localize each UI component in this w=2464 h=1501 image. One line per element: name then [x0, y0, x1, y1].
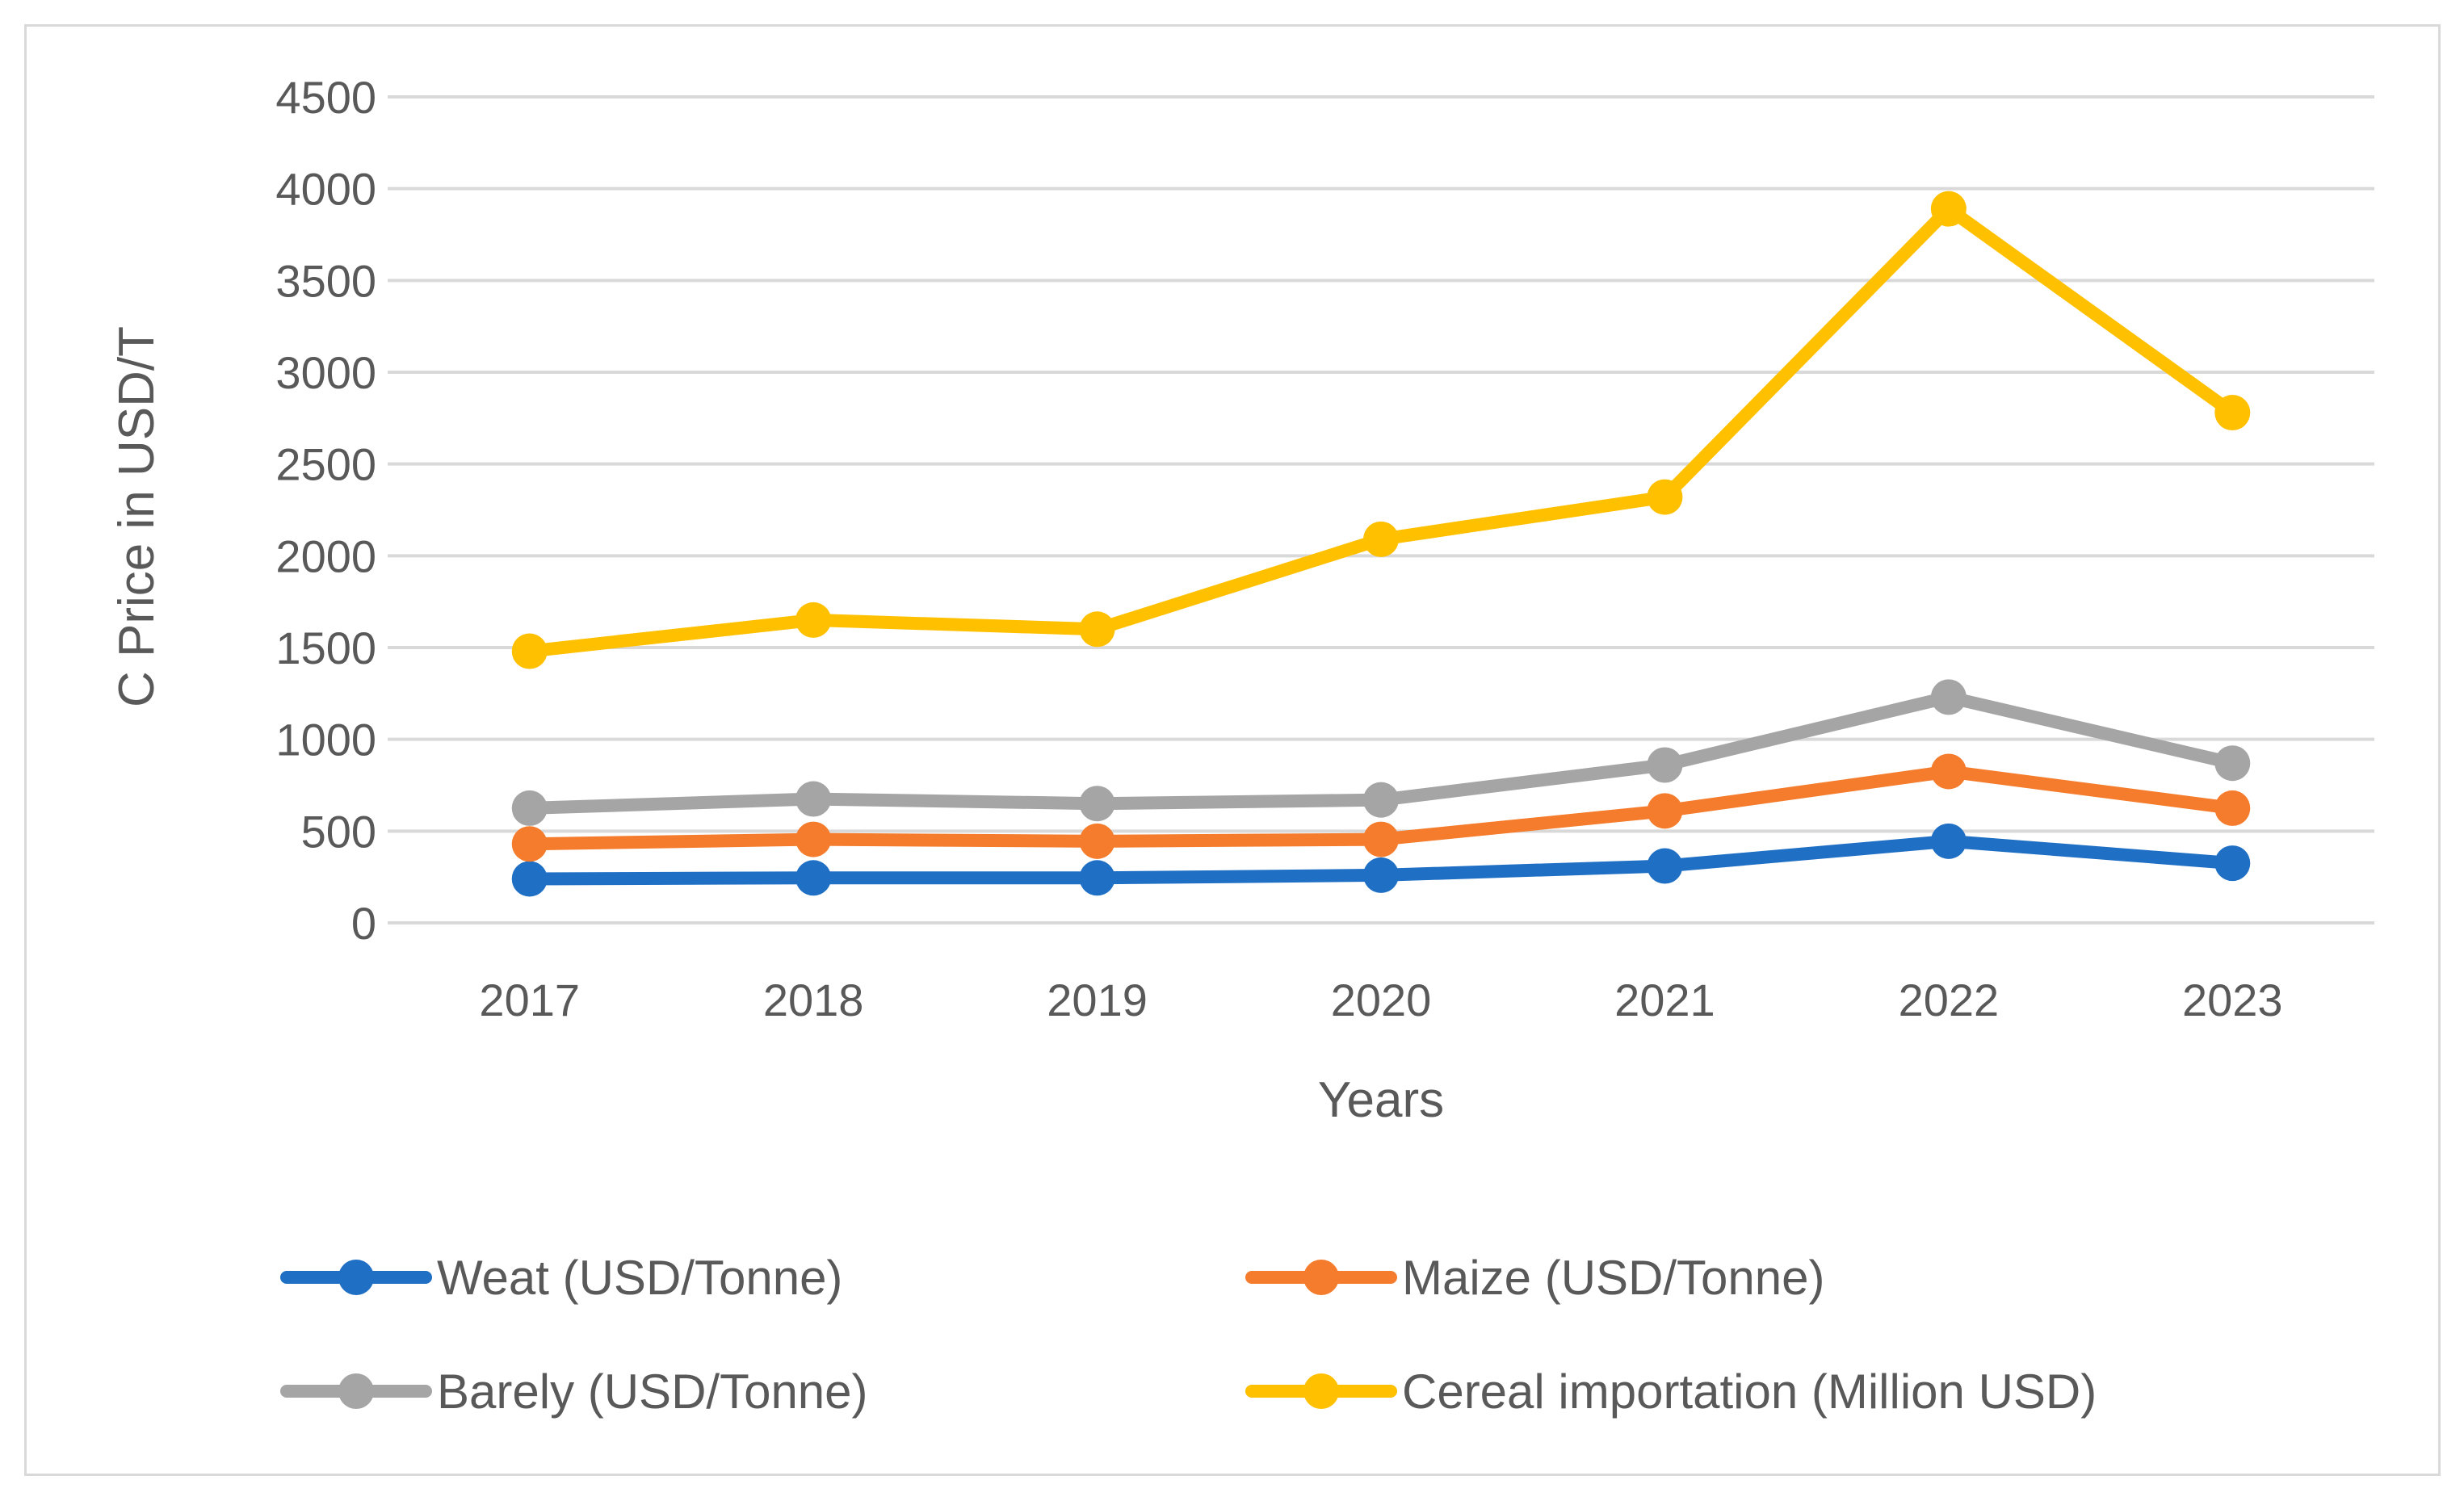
y-tick-label: 3500 — [275, 255, 376, 306]
series-cereal-importation-million-usd — [511, 191, 2251, 669]
data-point-2018 — [795, 860, 832, 896]
legend-label: Cereal importation (Million USD) — [1402, 1365, 2097, 1419]
data-point-2023 — [2214, 395, 2251, 431]
data-point-2019 — [1079, 611, 1115, 648]
data-point-2017 — [511, 826, 548, 862]
data-point-2023 — [2214, 745, 2251, 782]
y-axis-ticks: 0 500 1000 1500 2000 2500 3000 3500 4000 4500 — [275, 72, 376, 949]
data-point-2018 — [795, 781, 832, 817]
y-axis-title: C Price in USD/T — [109, 326, 165, 707]
legend-marker — [1303, 1373, 1339, 1409]
data-point-2018 — [795, 821, 832, 857]
legend-label: Maize (USD/Tonne) — [1402, 1251, 1825, 1305]
y-tick-label: 4500 — [275, 72, 376, 123]
data-point-2022 — [1930, 679, 1967, 715]
data-point-2023 — [2214, 790, 2251, 826]
y-tick-label: 1000 — [275, 715, 376, 765]
legend-item-maize-usd-tonne: Maize (USD/Tonne) — [1245, 1251, 1825, 1305]
y-tick-label: 2000 — [275, 530, 376, 581]
y-tick-label: 0 — [351, 898, 376, 949]
data-point-2020 — [1363, 521, 1399, 557]
legend-label: Barely (USD/Tonne) — [437, 1365, 868, 1419]
data-point-2022 — [1930, 191, 1967, 227]
x-tick-label: 2017 — [479, 975, 580, 1025]
y-tick-label: 1500 — [275, 623, 376, 673]
y-tick-label: 4000 — [275, 164, 376, 215]
data-point-2021 — [1647, 793, 1683, 829]
x-tick-label: 2022 — [1899, 975, 2000, 1025]
x-axis-ticks: 2017 2018 2019 2020 2021 2022 2023 — [479, 975, 2282, 1025]
x-axis-title: Years — [1318, 1072, 1444, 1128]
series-lines — [511, 191, 2251, 897]
series-maize-usd-tonne — [511, 753, 2251, 862]
legend-item-cereal-importation-million-usd: Cereal importation (Million USD) — [1245, 1365, 2097, 1419]
data-point-2018 — [795, 602, 832, 638]
data-point-2020 — [1363, 857, 1399, 893]
y-tick-label: 2500 — [275, 439, 376, 490]
data-point-2017 — [511, 790, 548, 826]
data-point-2019 — [1079, 860, 1115, 896]
data-point-2021 — [1647, 479, 1683, 515]
data-point-2019 — [1079, 786, 1115, 822]
y-tick-label: 3000 — [275, 347, 376, 398]
x-tick-label: 2023 — [2182, 975, 2283, 1025]
data-point-2022 — [1930, 753, 1967, 790]
legend-item-weat-usd-tonne: Weat (USD/Tonne) — [280, 1251, 842, 1305]
data-point-2022 — [1930, 823, 1967, 859]
legend-marker — [1303, 1260, 1339, 1295]
x-tick-label: 2020 — [1331, 975, 1432, 1025]
legend: Weat (USD/Tonne) Maize (USD/Tonne) Barely … — [280, 1251, 2097, 1419]
data-point-2023 — [2214, 845, 2251, 882]
data-point-2019 — [1079, 823, 1115, 859]
gridlines — [388, 95, 2374, 924]
data-point-2020 — [1363, 782, 1399, 818]
series-barely-usd-tonne — [511, 679, 2251, 826]
data-point-2021 — [1647, 747, 1683, 783]
data-point-2021 — [1647, 848, 1683, 884]
x-tick-label: 2019 — [1047, 975, 1148, 1025]
legend-item-barely-usd-tonne: Barely (USD/Tonne) — [280, 1365, 868, 1419]
data-point-2017 — [511, 633, 548, 669]
x-tick-label: 2018 — [763, 975, 864, 1025]
legend-marker — [338, 1373, 374, 1409]
x-tick-label: 2021 — [1614, 975, 1715, 1025]
y-tick-label: 500 — [301, 806, 376, 857]
legend-marker — [338, 1260, 374, 1295]
series-line — [523, 202, 2239, 658]
series-weat-usd-tonne — [511, 823, 2251, 897]
data-point-2020 — [1363, 821, 1399, 857]
legend-label: Weat (USD/Tonne) — [437, 1251, 842, 1305]
data-point-2017 — [511, 861, 548, 897]
